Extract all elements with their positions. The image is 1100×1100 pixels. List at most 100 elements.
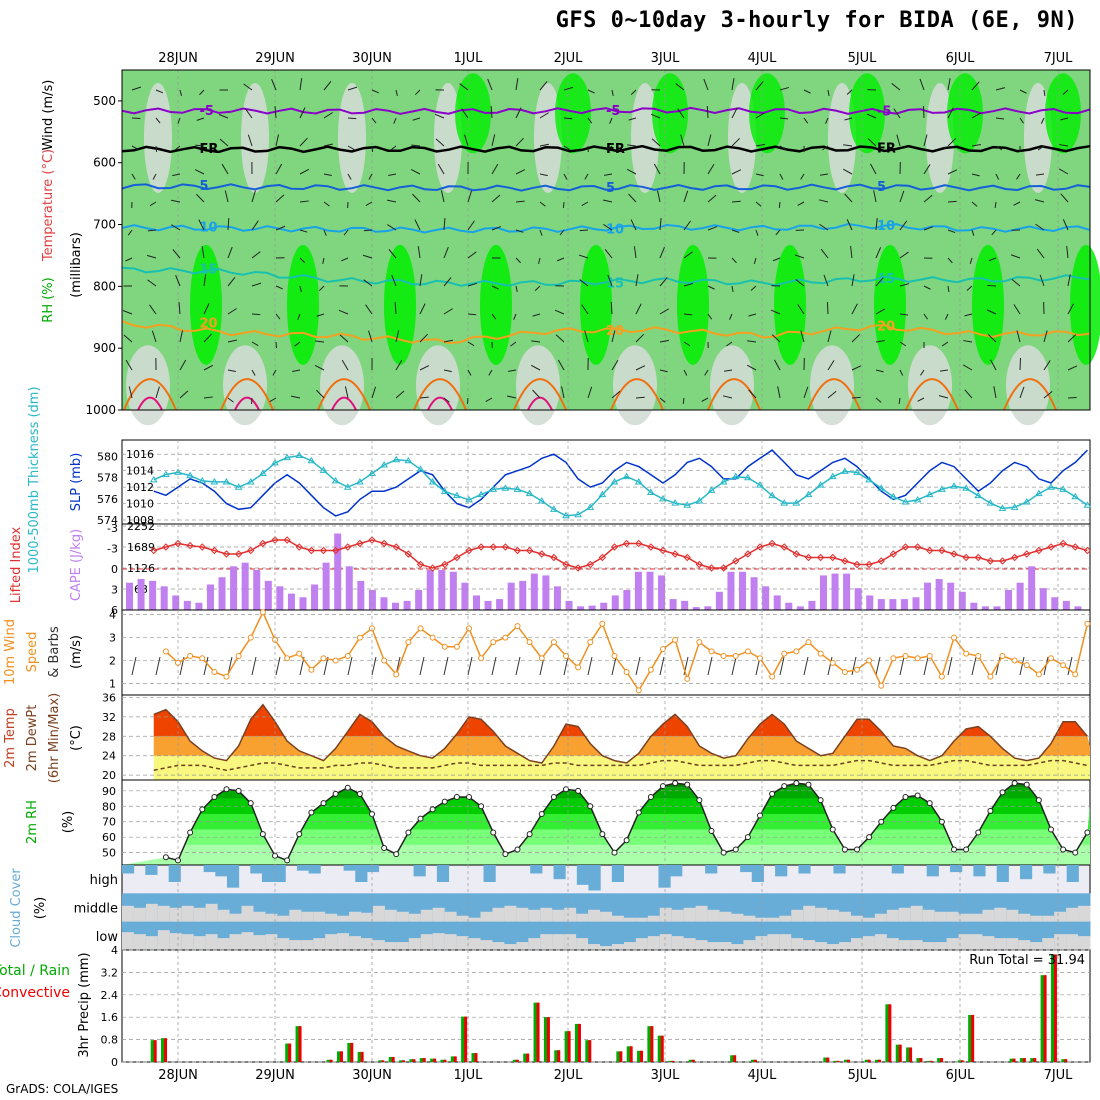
wind-barb	[587, 89, 595, 94]
cloud-gap	[862, 917, 876, 922]
wind-barb	[797, 201, 805, 206]
wind-barb	[826, 301, 829, 315]
wind-barb	[179, 89, 183, 96]
wind-barb	[196, 193, 205, 203]
wind-tick: 3	[109, 632, 116, 645]
thickness-point	[780, 499, 789, 506]
wind-barb	[269, 397, 277, 403]
thickness-point	[222, 477, 231, 485]
cloud-bar	[250, 865, 263, 874]
rh-moist-patch	[774, 244, 806, 365]
wind-barb	[196, 117, 205, 121]
wind-speed-point	[417, 625, 424, 632]
wind-barb	[827, 330, 832, 343]
cape-bar	[727, 571, 735, 610]
wind-barb	[875, 247, 882, 259]
rh-point	[938, 818, 945, 825]
cape-bar	[692, 607, 700, 610]
precip-conv-bar	[515, 1059, 519, 1062]
precip-total-bar	[523, 1053, 529, 1062]
precip-conv-bar	[360, 1051, 364, 1062]
rh-point	[502, 851, 509, 858]
wind-barb	[221, 163, 229, 175]
wind-barb	[323, 201, 330, 207]
cloud-gap	[1042, 915, 1055, 922]
isotherm-label: 15	[877, 272, 895, 287]
isotherm-line	[513, 378, 567, 411]
wind-speed-point	[866, 657, 873, 664]
axis-label-pct: (%)	[61, 811, 76, 834]
surface-barb	[875, 656, 881, 676]
cloud-gap	[492, 942, 505, 950]
wind-barb	[395, 89, 398, 97]
rh-point	[1023, 781, 1030, 788]
wind-barb	[1067, 274, 1071, 287]
wind-barb	[707, 134, 712, 147]
wind-barb	[851, 365, 862, 371]
thickness-point	[1059, 485, 1068, 492]
wind-barb	[487, 78, 493, 91]
cloud-gap	[791, 938, 804, 950]
lifted-index-point	[247, 546, 255, 555]
wind-barb	[299, 229, 308, 233]
lifted-index-point	[865, 560, 873, 569]
wind-barb	[443, 246, 449, 259]
cape-bar	[1016, 582, 1024, 610]
precip-total-bar	[440, 1059, 446, 1062]
cloud-gap	[982, 909, 995, 922]
wind-barb	[1067, 334, 1077, 343]
cloud-gap	[767, 917, 780, 922]
wind-barb	[323, 81, 332, 91]
wind-barb	[581, 304, 589, 315]
precip-total-bar	[626, 1046, 632, 1062]
cloud-bar	[751, 865, 764, 882]
isotherm-line	[121, 144, 1091, 154]
wind-barb	[419, 365, 430, 371]
x-tick-label-top: 4JUL	[748, 51, 778, 66]
rh-point	[720, 849, 727, 856]
wind-barb	[275, 285, 283, 290]
cape-bar	[218, 577, 226, 610]
cloud-bar	[215, 865, 228, 877]
cape-bar	[449, 571, 457, 610]
rh-point	[660, 783, 666, 790]
cape-bar	[785, 602, 793, 610]
wind-barb	[199, 89, 205, 96]
wind-barb	[443, 397, 450, 403]
precip-tick: 2.4	[101, 989, 119, 1002]
precip-total-bar	[388, 1056, 394, 1062]
rh-tick: 80	[102, 800, 116, 813]
wind-barb	[393, 117, 397, 124]
wind-barb	[870, 163, 877, 175]
wind-barb	[604, 248, 613, 259]
rh-point	[490, 829, 497, 836]
lifted-index-point	[719, 564, 728, 572]
thickness-point	[428, 477, 437, 485]
wind-barb	[339, 334, 349, 343]
wind-speed-point	[720, 652, 727, 659]
wind-barb	[683, 190, 689, 203]
precip-total-bar	[461, 1016, 467, 1062]
wind-barb	[875, 369, 884, 373]
wind-barb	[341, 257, 349, 262]
isotherm-line	[121, 222, 1091, 234]
wind-speed-point	[247, 634, 254, 641]
cape-bar	[461, 582, 469, 610]
rh-point	[975, 829, 982, 836]
precip-total-bar	[844, 1059, 849, 1062]
thickness-point	[1083, 501, 1092, 508]
cloud-gap	[372, 940, 386, 950]
wind-barb	[531, 340, 541, 343]
lifted-index-point	[938, 546, 946, 555]
precip-total-bar	[347, 1042, 353, 1062]
cloud-bar	[891, 865, 904, 874]
wind-barb	[251, 282, 262, 287]
cloud-level-label: middle	[74, 902, 118, 917]
wind-barb	[938, 395, 949, 399]
rh-moist-patch	[972, 244, 1004, 365]
precip-conv-bar	[464, 1016, 468, 1062]
wind-barb	[174, 145, 181, 151]
wind-barb	[707, 194, 717, 203]
lifted-index-point	[477, 543, 485, 551]
wind-barb	[659, 308, 669, 315]
